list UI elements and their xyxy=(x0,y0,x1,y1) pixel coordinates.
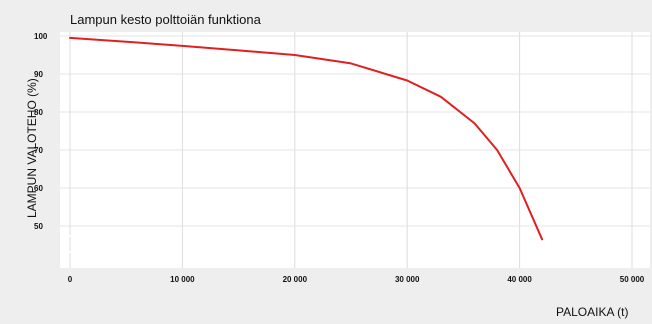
chart-title: Lampun kesto polttoiän funktiona xyxy=(70,12,262,27)
y-tick-label-4: 60 xyxy=(34,184,43,193)
y-tick-label-2: 80 xyxy=(34,108,43,117)
x-tick-label-5: 50 000 xyxy=(620,275,645,284)
x-tick-label-1: 10 000 xyxy=(170,275,195,284)
x-tick-label-4: 40 000 xyxy=(507,275,532,284)
y-tick-label-0: 100 xyxy=(34,32,48,41)
y-axis-title: LAMPUN VALOTEHO (%) xyxy=(25,78,39,218)
grid-lines xyxy=(60,32,650,268)
x-axis-title: PALOAIKA (t) xyxy=(556,305,628,319)
tick-labels: 100 90 80 70 60 50 0 10 000 20 000 30 000 40 000 50… xyxy=(34,32,645,284)
x-tick-label-3: 30 000 xyxy=(395,275,420,284)
y-tick-label-3: 70 xyxy=(34,146,43,155)
x-tick-label-2: 20 000 xyxy=(283,275,308,284)
series-line-0 xyxy=(69,36,544,241)
x-tick-label-0: 0 xyxy=(68,275,73,284)
y-tick-label-1: 90 xyxy=(34,70,43,79)
y-tick-label-5: 50 xyxy=(34,222,43,231)
axis-break-mark xyxy=(59,235,88,263)
series-group xyxy=(69,36,544,241)
